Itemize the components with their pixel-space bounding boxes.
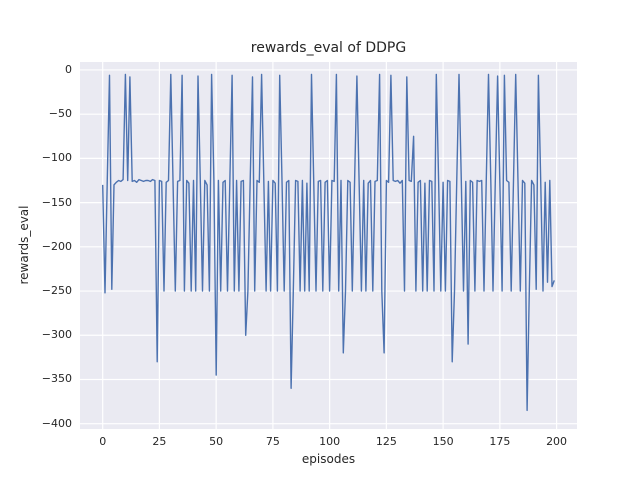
- chart-title: rewards_eval of DDPG: [250, 40, 407, 56]
- x-tick-label: 100: [319, 435, 341, 448]
- x-tick-label: 175: [489, 435, 511, 448]
- x-tick-label: 125: [375, 435, 397, 448]
- y-tick-label: −400: [41, 416, 72, 430]
- y-tick-label: −350: [41, 372, 72, 386]
- x-tick-label: 150: [432, 435, 454, 448]
- y-tick-label: −300: [41, 328, 72, 342]
- x-tick-label: 0: [99, 435, 107, 448]
- y-tick-label: −100: [41, 151, 72, 165]
- chart-canvas: [80, 62, 577, 429]
- plot-area: [80, 62, 577, 429]
- rewards-line: [102, 73, 555, 412]
- x-tick-label: 75: [265, 435, 280, 448]
- x-axis-label: episodes: [301, 452, 356, 466]
- x-tick-label: 25: [152, 435, 167, 448]
- y-tick-label: −50: [48, 107, 72, 121]
- y-tick-label: −150: [41, 195, 72, 209]
- y-tick-label: −200: [41, 239, 72, 253]
- y-tick-label: 0: [65, 62, 72, 76]
- x-tick-label: 50: [209, 435, 224, 448]
- y-tick-label: −250: [41, 284, 72, 298]
- y-axis-label: rewards_eval: [17, 205, 31, 285]
- x-tick-label: 200: [546, 435, 568, 448]
